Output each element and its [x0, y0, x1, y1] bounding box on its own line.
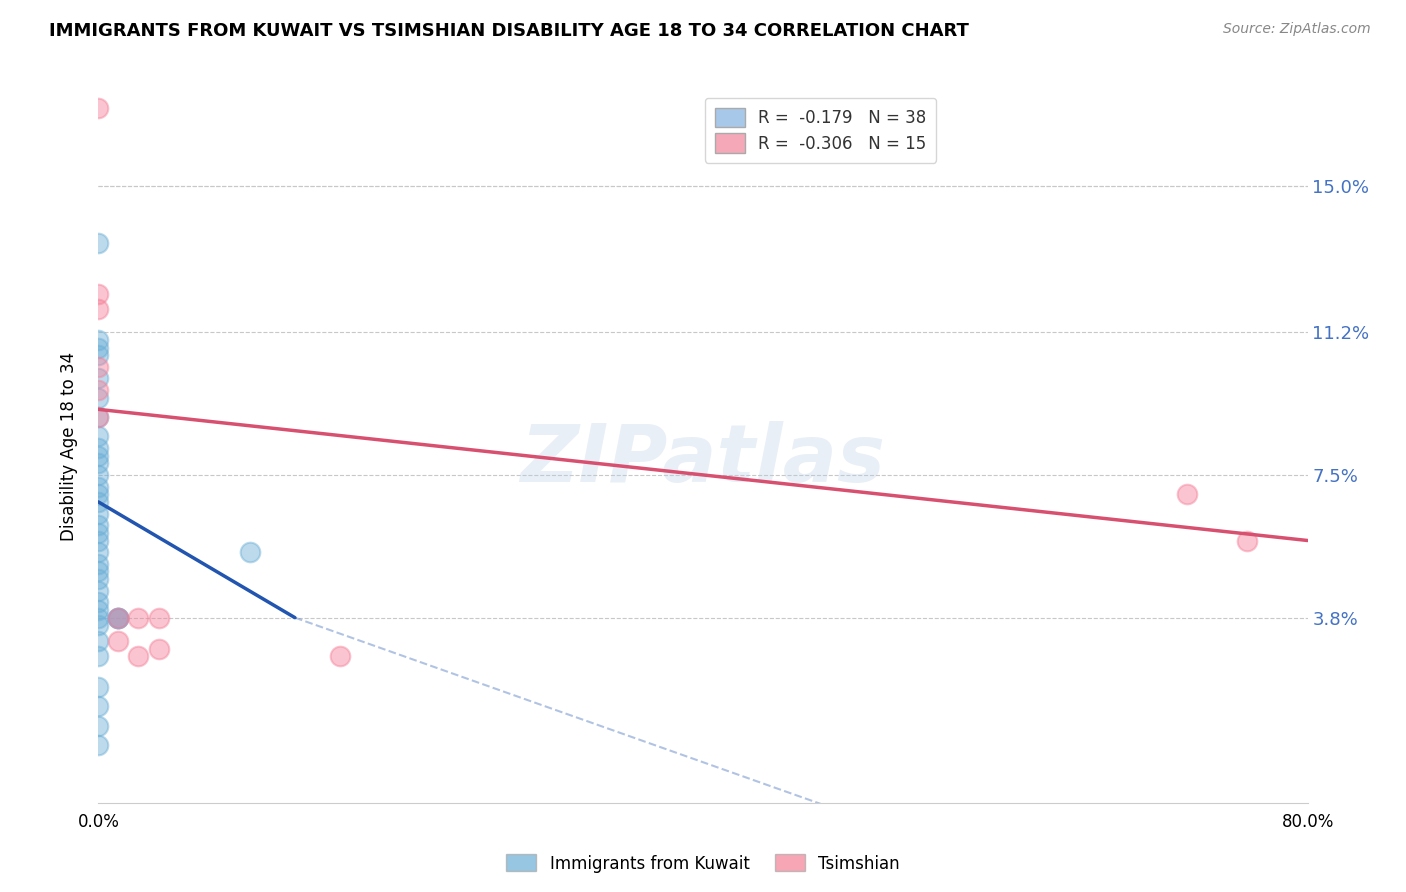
Point: [87, 301, 110, 316]
Point: [107, 610, 129, 624]
Point: [87, 565, 110, 579]
Point: [87, 359, 110, 374]
Point: [87, 441, 110, 455]
Point: [107, 610, 129, 624]
Point: [87, 618, 110, 632]
Text: ZIPatlas: ZIPatlas: [520, 421, 886, 500]
Text: Source: ZipAtlas.com: Source: ZipAtlas.com: [1223, 22, 1371, 37]
Point: [87, 595, 110, 609]
Point: [87, 583, 110, 598]
Point: [239, 545, 262, 559]
Point: [87, 429, 110, 443]
Point: [87, 507, 110, 521]
Point: [87, 383, 110, 397]
Point: [87, 410, 110, 425]
Point: [148, 610, 170, 624]
Point: [87, 545, 110, 559]
Point: [87, 680, 110, 694]
Point: [87, 371, 110, 385]
Point: [87, 449, 110, 463]
Point: [87, 738, 110, 752]
Point: [87, 236, 110, 251]
Point: [87, 633, 110, 648]
Point: [107, 610, 129, 624]
Point: [87, 286, 110, 301]
Legend: R =  -0.179   N = 38, R =  -0.306   N = 15: R = -0.179 N = 38, R = -0.306 N = 15: [704, 97, 936, 162]
Point: [87, 467, 110, 482]
Point: [87, 719, 110, 733]
Point: [87, 410, 110, 425]
Y-axis label: Disability Age 18 to 34: Disability Age 18 to 34: [59, 351, 77, 541]
Point: [87, 572, 110, 586]
Point: [87, 603, 110, 617]
Point: [87, 479, 110, 493]
Point: [87, 518, 110, 533]
Point: [87, 649, 110, 664]
Point: [87, 333, 110, 347]
Legend: Immigrants from Kuwait, Tsimshian: Immigrants from Kuwait, Tsimshian: [499, 847, 907, 880]
Point: [87, 533, 110, 548]
Point: [87, 348, 110, 362]
Point: [87, 557, 110, 571]
Point: [87, 525, 110, 540]
Point: [87, 610, 110, 624]
Point: [1236, 533, 1258, 548]
Text: IMMIGRANTS FROM KUWAIT VS TSIMSHIAN DISABILITY AGE 18 TO 34 CORRELATION CHART: IMMIGRANTS FROM KUWAIT VS TSIMSHIAN DISA…: [49, 22, 969, 40]
Point: [107, 610, 129, 624]
Point: [87, 456, 110, 470]
Point: [87, 102, 110, 116]
Point: [329, 649, 352, 664]
Point: [127, 649, 149, 664]
Point: [87, 495, 110, 509]
Point: [87, 699, 110, 714]
Point: [87, 341, 110, 355]
Point: [87, 487, 110, 501]
Point: [107, 633, 129, 648]
Point: [127, 610, 149, 624]
Point: [148, 641, 170, 656]
Point: [1175, 487, 1198, 501]
Point: [87, 391, 110, 405]
